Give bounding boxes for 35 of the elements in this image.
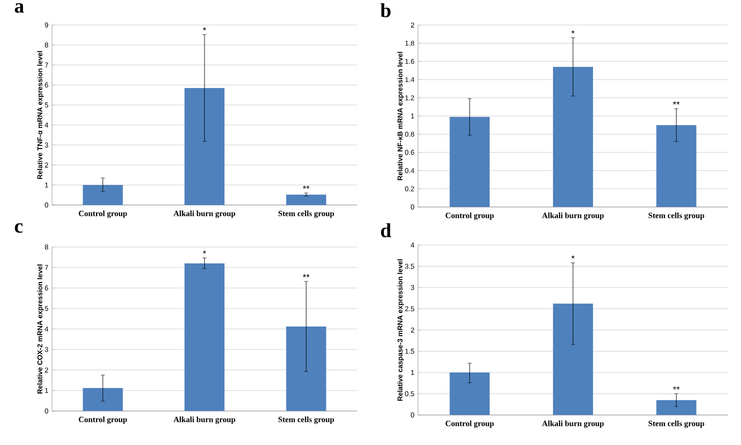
x-tick-label: Alkali burn group	[174, 416, 236, 424]
bar	[82, 185, 123, 205]
bar	[656, 125, 696, 207]
x-tick-label: Stem cells group	[648, 420, 704, 428]
x-tick-label: Control group	[446, 212, 494, 220]
bar	[184, 263, 225, 411]
bar	[450, 372, 490, 415]
x-tick-label: Alkali burn group	[542, 420, 604, 428]
bar	[450, 116, 490, 207]
chart-title: d	[381, 223, 392, 238]
bar	[656, 400, 696, 415]
chart-title: c	[14, 223, 23, 233]
bar	[184, 88, 225, 205]
annotation: **	[302, 274, 310, 278]
annotation: **	[672, 101, 680, 104]
bar	[286, 194, 326, 205]
x-tick-label: Control group	[446, 420, 494, 428]
annotation: *	[202, 27, 206, 30]
annotation: *	[571, 255, 575, 259]
annotation: *	[571, 30, 575, 34]
bar	[553, 66, 594, 207]
annotation: **	[302, 186, 310, 189]
annotation: **	[672, 386, 680, 390]
x-tick-label: Stem cells group	[648, 212, 704, 220]
bar	[82, 388, 123, 411]
x-tick-label: Stem cells group	[278, 210, 334, 218]
x-tick-label: Control group	[78, 416, 127, 424]
chart-title: b	[380, 3, 391, 18]
x-tick-label: Stem cells group	[278, 416, 334, 424]
chart-title: a	[14, 3, 24, 13]
annotation: *	[202, 250, 206, 254]
bar	[553, 304, 594, 415]
x-tick-label: Alkali burn group	[542, 212, 604, 220]
x-tick-label: Alkali burn group	[174, 210, 236, 218]
x-tick-label: Control group	[78, 210, 127, 218]
